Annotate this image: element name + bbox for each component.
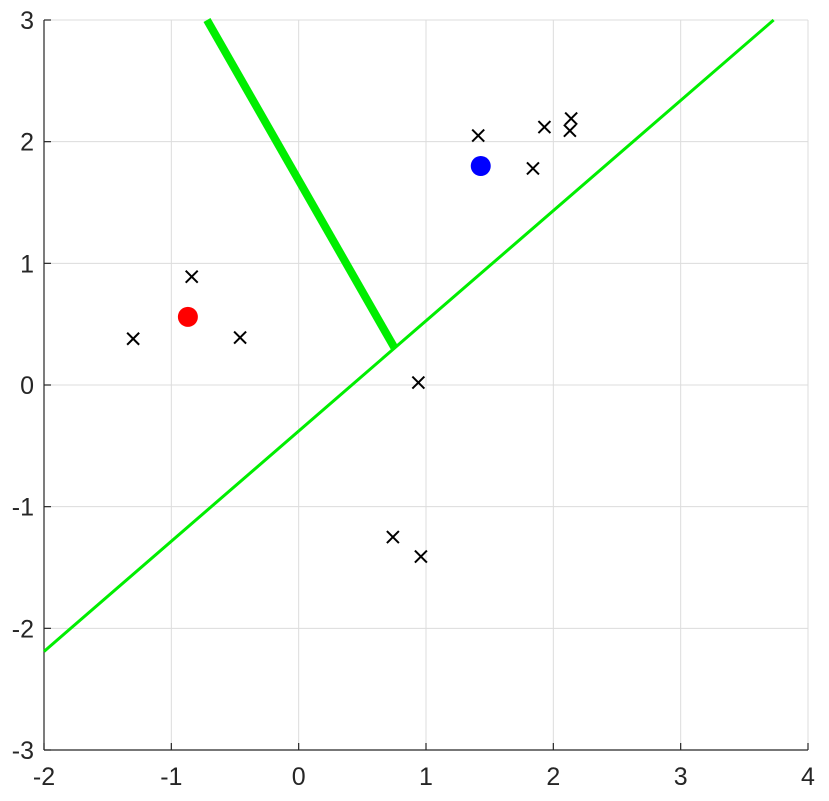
thick-green-line — [203, 18, 398, 350]
red-centroid-point — [177, 306, 198, 327]
y-tick-label: -3 — [12, 737, 34, 765]
x-tick-label: -2 — [33, 763, 55, 791]
y-tick-label: 2 — [20, 129, 34, 157]
x-marker-point — [564, 111, 578, 126]
x-tick-label: 1 — [419, 763, 433, 791]
x-marker-point — [471, 128, 485, 143]
x-marker-stroke — [126, 332, 140, 346]
y-tick-label: -2 — [12, 615, 34, 643]
x-marker-point — [233, 330, 247, 345]
axes — [43, 19, 809, 751]
x-marker-stroke — [471, 128, 485, 143]
x-marker-point — [411, 375, 426, 390]
decision-lines — [43, 18, 775, 653]
x-tick-label: 3 — [674, 763, 688, 791]
x-tick-label: 0 — [292, 763, 306, 791]
y-tick-label: -1 — [12, 494, 34, 522]
grid — [43, 19, 809, 751]
data-points — [126, 111, 578, 564]
x-marker-point — [126, 332, 140, 346]
x-marker-stroke — [563, 124, 577, 138]
x-tick-label: 2 — [546, 763, 560, 791]
x-marker-point — [537, 120, 552, 134]
x-marker-point — [386, 530, 400, 544]
x-marker-stroke — [233, 330, 247, 345]
x-marker-stroke — [526, 161, 540, 176]
thin-green-line — [43, 18, 775, 653]
x-marker-stroke — [411, 375, 426, 390]
y-tick-label: 3 — [20, 7, 34, 35]
y-tick-label: 0 — [20, 372, 34, 400]
x-tick-label: -1 — [160, 763, 182, 791]
x-marker-point — [184, 270, 199, 284]
x-marker-stroke — [386, 530, 400, 544]
x-marker-stroke — [564, 111, 578, 126]
x-marker-stroke — [184, 270, 199, 284]
x-marker-stroke — [537, 120, 552, 134]
y-tick-label: 1 — [20, 250, 34, 278]
x-marker-point — [414, 549, 428, 564]
x-tick-label: 4 — [801, 763, 815, 791]
blue-centroid-point — [470, 156, 491, 176]
x-marker-point — [563, 124, 577, 138]
x-marker-stroke — [414, 549, 428, 564]
x-marker-point — [526, 161, 540, 176]
